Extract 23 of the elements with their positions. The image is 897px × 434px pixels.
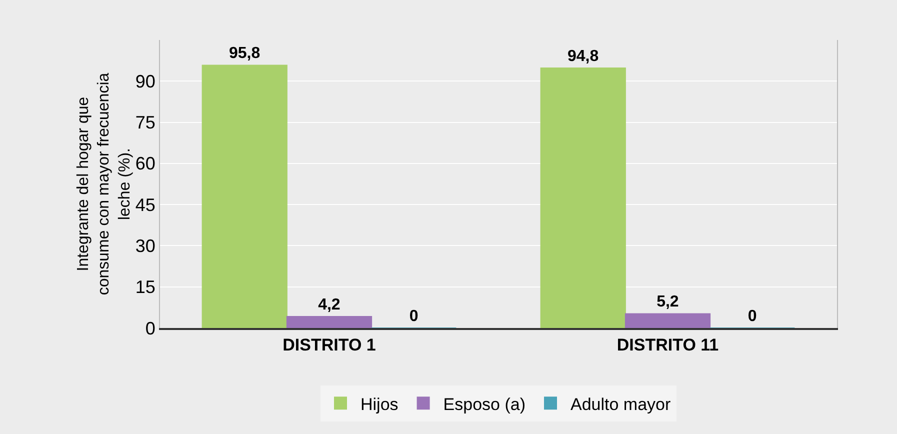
data-label: 5,2	[656, 294, 679, 311]
y-tick-label: 60	[135, 154, 156, 174]
data-label: 0	[409, 308, 418, 325]
bar	[540, 67, 626, 328]
bar	[286, 316, 372, 328]
y-tick-label: 30	[135, 236, 156, 256]
y-axis-title: Integrante del hogar que consume con mayor frecuencia leche (%).	[74, 72, 134, 296]
data-label: 0	[748, 308, 757, 325]
y-tick-label: 75	[135, 112, 156, 133]
y-tick-label: 0	[145, 318, 156, 338]
data-label: 95,8	[229, 45, 260, 62]
y-tick-label: 45	[135, 194, 156, 215]
x-tick-label: DISTRITO 1	[282, 335, 376, 354]
data-label: 4,2	[318, 296, 340, 314]
x-tick-label: DISTRITO 11	[616, 335, 719, 354]
legend-label: Hijos	[360, 394, 398, 414]
legend-label: Esposo (a)	[443, 394, 526, 414]
y-tick-label: 90	[135, 71, 156, 92]
bar	[202, 64, 288, 328]
legend-label: Adulto mayor	[570, 394, 671, 414]
y-tick-label: 15	[135, 277, 156, 298]
bar	[624, 313, 711, 328]
data-label: 94,8	[568, 48, 599, 65]
